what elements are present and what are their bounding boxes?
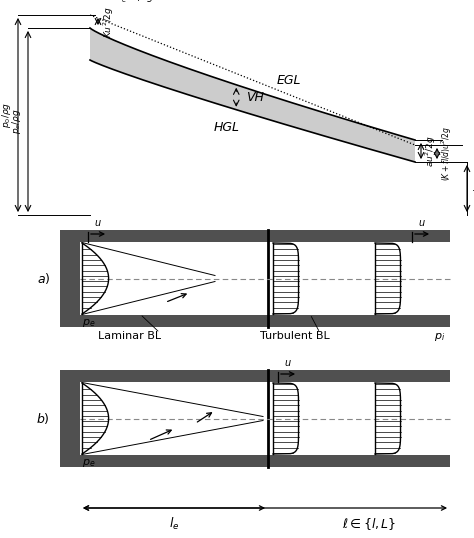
Text: $p_e$: $p_e$: [82, 457, 96, 469]
Bar: [80, 230, 450, 242]
Bar: [80, 370, 450, 382]
Bar: [80, 382, 450, 455]
Text: $l_e$: $l_e$: [169, 516, 179, 532]
Text: Turbulent BL: Turbulent BL: [260, 331, 330, 341]
Bar: [60, 370, 450, 467]
Text: $au^2/2g$: $au^2/2g$: [424, 135, 438, 167]
Bar: [60, 230, 80, 327]
Text: EGL: EGL: [276, 74, 301, 87]
Text: $u$: $u$: [94, 218, 102, 228]
Text: $b)$: $b)$: [36, 411, 50, 426]
Text: $\alpha_e u^2/2g$: $\alpha_e u^2/2g$: [115, 0, 154, 5]
Text: $u$: $u$: [418, 218, 426, 228]
Text: VH: VH: [246, 91, 264, 104]
Text: $Ku^2/2g$: $Ku^2/2g$: [102, 5, 117, 38]
Text: $p_e$: $p_e$: [82, 317, 96, 329]
Text: Laminar BL: Laminar BL: [99, 331, 162, 341]
Text: $a)$: $a)$: [36, 271, 50, 286]
Text: HGL: HGL: [213, 121, 239, 134]
Bar: [60, 230, 450, 327]
Text: $(K+fl/d)u^2/2g$: $(K+fl/d)u^2/2g$: [440, 126, 455, 181]
Bar: [80, 242, 450, 315]
Text: $\ell \in \{l, L\}$: $\ell \in \{l, L\}$: [342, 516, 396, 532]
Polygon shape: [90, 28, 415, 162]
Text: $p_e/\rho g$: $p_e/\rho g$: [10, 109, 23, 134]
Bar: [80, 315, 450, 327]
Bar: [80, 455, 450, 467]
Text: $p_i$: $p_i$: [434, 331, 446, 343]
Text: $p_0/\rho g$: $p_0/\rho g$: [0, 102, 13, 128]
Text: $p_i/\rho g$: $p_i/\rho g$: [472, 176, 474, 201]
Text: $u$: $u$: [284, 358, 292, 368]
Bar: [60, 370, 80, 467]
